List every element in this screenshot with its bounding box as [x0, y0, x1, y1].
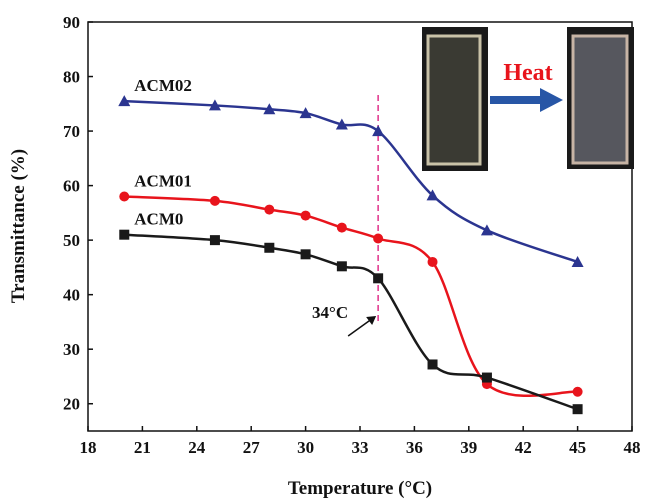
x-tick-label: 33: [352, 438, 369, 457]
x-tick-label: 36: [406, 438, 423, 457]
marker: [373, 233, 383, 243]
marker: [264, 205, 274, 215]
x-tick-label: 21: [134, 438, 151, 457]
marker: [482, 373, 492, 383]
y-tick-label: 70: [63, 122, 80, 141]
series-line: [124, 235, 577, 410]
marker: [301, 249, 311, 259]
marker: [573, 404, 583, 414]
y-tick-label: 40: [63, 286, 80, 305]
x-tick-label: 42: [515, 438, 532, 457]
heat-label: Heat: [503, 60, 552, 86]
y-tick-label: 50: [63, 231, 80, 250]
marker: [428, 257, 438, 267]
y-tick-label: 80: [63, 68, 80, 87]
marker: [210, 235, 220, 245]
reference-arrowhead: [366, 316, 376, 325]
reference-label: 34°C: [312, 303, 348, 322]
x-axis-label: Temperature (°C): [288, 478, 432, 499]
inset-photos: Heat: [422, 27, 634, 171]
marker: [210, 196, 220, 206]
x-tick-label: 24: [188, 438, 206, 457]
x-tick-label: 27: [243, 438, 261, 457]
marker: [481, 224, 493, 235]
series-label: ACM02: [134, 76, 192, 95]
y-axis-label: Transmittance (%): [8, 149, 29, 303]
marker: [301, 211, 311, 221]
x-tick-label: 18: [80, 438, 97, 457]
y-tick-label: 20: [63, 395, 80, 414]
cuvette-after: [573, 36, 627, 163]
marker: [337, 223, 347, 233]
x-tick-label: 30: [297, 438, 314, 457]
heat-arrow: [490, 88, 563, 112]
y-tick-label: 60: [63, 177, 80, 196]
marker: [372, 125, 384, 136]
marker: [264, 243, 274, 253]
x-tick-label: 39: [460, 438, 477, 457]
marker: [428, 359, 438, 369]
x-tick-label: 48: [624, 438, 641, 457]
series-label: ACM01: [134, 172, 192, 191]
series-label: ACM0: [134, 210, 183, 229]
series-line: [124, 197, 577, 396]
marker: [119, 230, 129, 240]
marker: [119, 192, 129, 202]
marker: [337, 261, 347, 271]
x-tick-label: 45: [569, 438, 586, 457]
marker: [573, 387, 583, 397]
cuvette-before: [428, 36, 480, 164]
chart: Temperature (°C) Transmittance (%) Heat …: [0, 0, 646, 503]
marker: [373, 273, 383, 283]
y-tick-label: 30: [63, 340, 80, 359]
y-tick-label: 90: [63, 13, 80, 32]
